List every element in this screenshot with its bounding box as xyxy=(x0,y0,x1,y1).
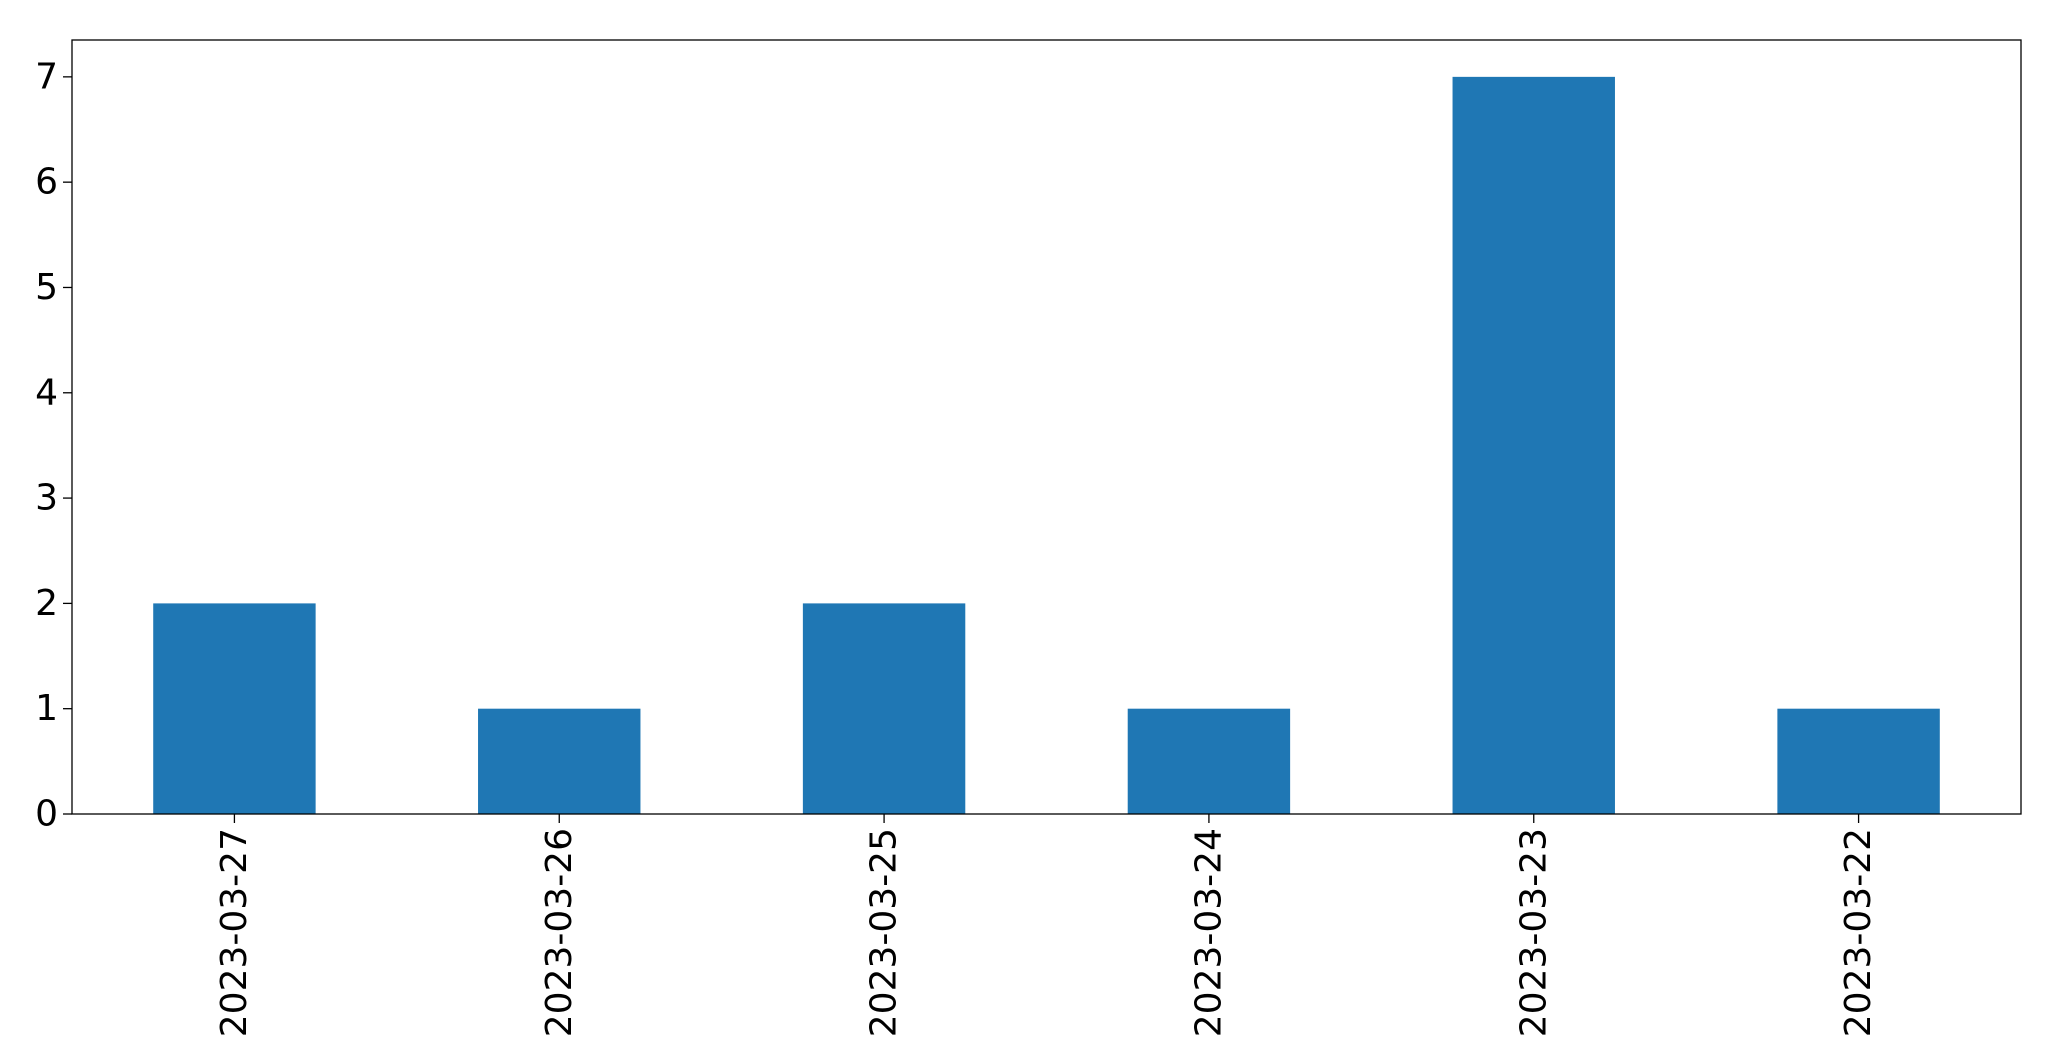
y-tick-label: 4 xyxy=(35,372,58,413)
y-axis: 0 1 2 3 4 5 6 7 xyxy=(35,56,72,835)
bar-2023-03-26 xyxy=(478,708,641,814)
y-tick-label: 6 xyxy=(35,162,58,203)
plot-area-frame xyxy=(71,39,2022,815)
x-tick-label: 2023-03-26 xyxy=(539,828,580,1037)
bar-2023-03-27 xyxy=(153,603,316,814)
y-tick-label: 7 xyxy=(35,56,58,97)
y-tick-label: 0 xyxy=(35,794,58,835)
x-tick-label: 2023-03-27 xyxy=(214,828,255,1037)
x-tick-label: 2023-03-24 xyxy=(1188,828,1229,1037)
bar-2023-03-25 xyxy=(802,603,966,814)
x-axis: 2023-03-27 2023-03-26 2023-03-25 2023-03-24… xyxy=(214,814,1879,1037)
x-tick-label: 2023-03-25 xyxy=(864,828,905,1037)
bar-2023-03-24 xyxy=(1127,708,1291,814)
x-tick-label: 2023-03-23 xyxy=(1513,828,1554,1037)
bars-layer xyxy=(153,76,1940,815)
bar-2023-03-23 xyxy=(1452,76,1615,815)
y-tick-label: 5 xyxy=(35,267,58,308)
y-tick-label: 1 xyxy=(35,688,58,729)
y-tick-label: 3 xyxy=(35,478,58,519)
x-tick-label: 2023-03-22 xyxy=(1838,828,1879,1037)
bar-2023-03-22 xyxy=(1777,708,1940,814)
y-tick-label: 2 xyxy=(35,583,58,624)
